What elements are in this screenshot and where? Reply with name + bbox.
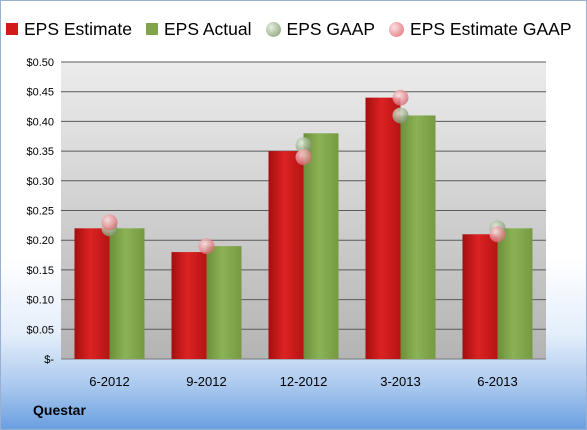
legend-swatch-eps-actual [145, 23, 158, 35]
y-tick-label: $0.05 [26, 324, 54, 336]
y-tick-label: $0.50 [26, 57, 54, 69]
legend-label-eps-gaap: EPS GAAP [286, 18, 376, 39]
legend-label-eps-actual: EPS Actual [163, 18, 252, 39]
bar-eps-actual-6-2012 [109, 228, 145, 359]
y-tick-label: $0.30 [26, 176, 54, 188]
bar-eps-actual-12-2012 [303, 133, 339, 359]
x-tick-label: 12-2012 [280, 374, 328, 389]
marker-eps-gaap-12-2012 [295, 137, 312, 154]
marker-eps-estimate-gaap-6-2013 [489, 226, 506, 243]
marker-eps-estimate-gaap-6-2012 [101, 214, 118, 231]
x-tick-label: 3-2013 [380, 374, 420, 389]
y-tick-label: $0.20 [26, 235, 54, 247]
legend-eps-estimate-gaap: EPS Estimate GAAP [389, 18, 572, 40]
bar-eps-estimate-12-2012 [268, 151, 304, 359]
bar-eps-estimate-6-2012 [74, 228, 110, 359]
marker-eps-estimate-gaap-3-2013 [392, 89, 409, 106]
y-tick-label: $0.35 [26, 146, 54, 158]
legend-swatch-eps-estimate-gaap [389, 21, 405, 37]
legend-label-eps-estimate-gaap: EPS Estimate GAAP [410, 18, 572, 39]
legend-swatch-eps-gaap [265, 21, 281, 37]
y-tick-label: $0.15 [26, 265, 54, 277]
bar-eps-estimate-3-2013 [365, 97, 401, 359]
bar-eps-actual-6-2013 [497, 228, 533, 359]
company-name: Questar [33, 402, 86, 418]
marker-eps-estimate-gaap-9-2012 [198, 238, 215, 255]
legend: EPS Estimate EPS Actual EPS GAAP EPS Est… [6, 16, 572, 42]
bar-eps-actual-3-2013 [400, 115, 436, 360]
bar-eps-estimate-9-2012 [171, 252, 207, 359]
marker-eps-gaap-3-2013 [392, 107, 409, 124]
y-tick-label: $0.45 [26, 87, 54, 99]
x-tick-label: 6-2012 [89, 374, 129, 389]
y-tick-label: $- [44, 354, 54, 366]
legend-label-eps-estimate: EPS Estimate [24, 18, 132, 39]
legend-eps-actual: EPS Actual [145, 18, 252, 40]
marker-eps-estimate-gaap-12-2012 [295, 149, 312, 166]
y-tick-label: $0.40 [26, 116, 54, 128]
y-tick-label: $0.25 [26, 206, 54, 218]
y-tick-label: $0.10 [26, 295, 54, 307]
legend-swatch-eps-estimate [6, 23, 18, 35]
x-tick-label: 6-2013 [477, 374, 517, 389]
x-tick-label: 9-2012 [186, 374, 226, 389]
legend-eps-gaap: EPS GAAP [265, 18, 376, 40]
bar-eps-estimate-6-2013 [462, 234, 498, 359]
bar-eps-actual-9-2012 [206, 246, 242, 359]
legend-eps-estimate: EPS Estimate [6, 19, 132, 40]
